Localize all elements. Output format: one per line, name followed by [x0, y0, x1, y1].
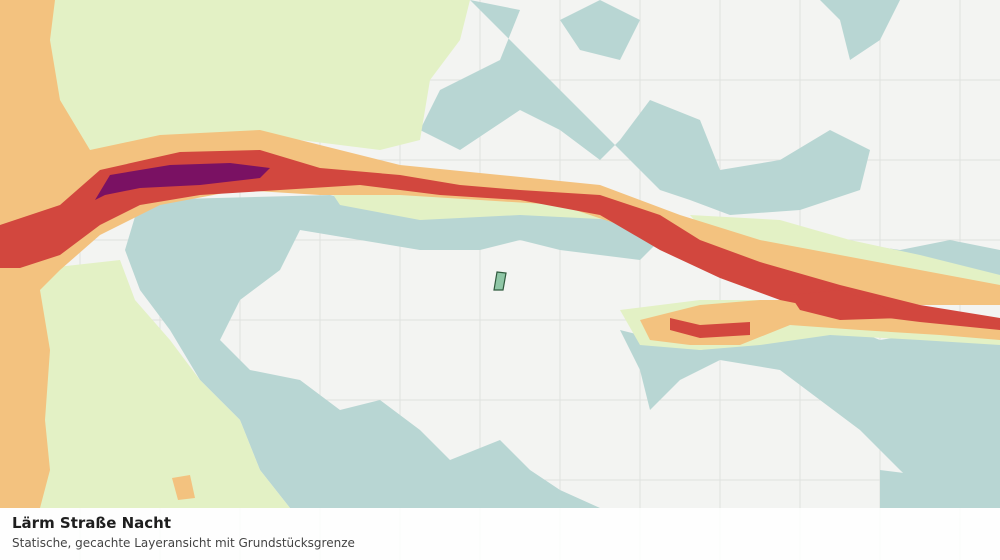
noise-zone-high — [0, 150, 1000, 338]
caption-panel: Lärm Straße Nacht Statische, gecachte La… — [0, 508, 1000, 560]
parcel-boundary — [493, 271, 507, 291]
caption-subtitle: Statische, gecachte Layeransicht mit Gru… — [12, 536, 355, 550]
caption-title: Lärm Straße Nacht — [12, 514, 172, 532]
noise-zone-very-high — [95, 163, 270, 200]
